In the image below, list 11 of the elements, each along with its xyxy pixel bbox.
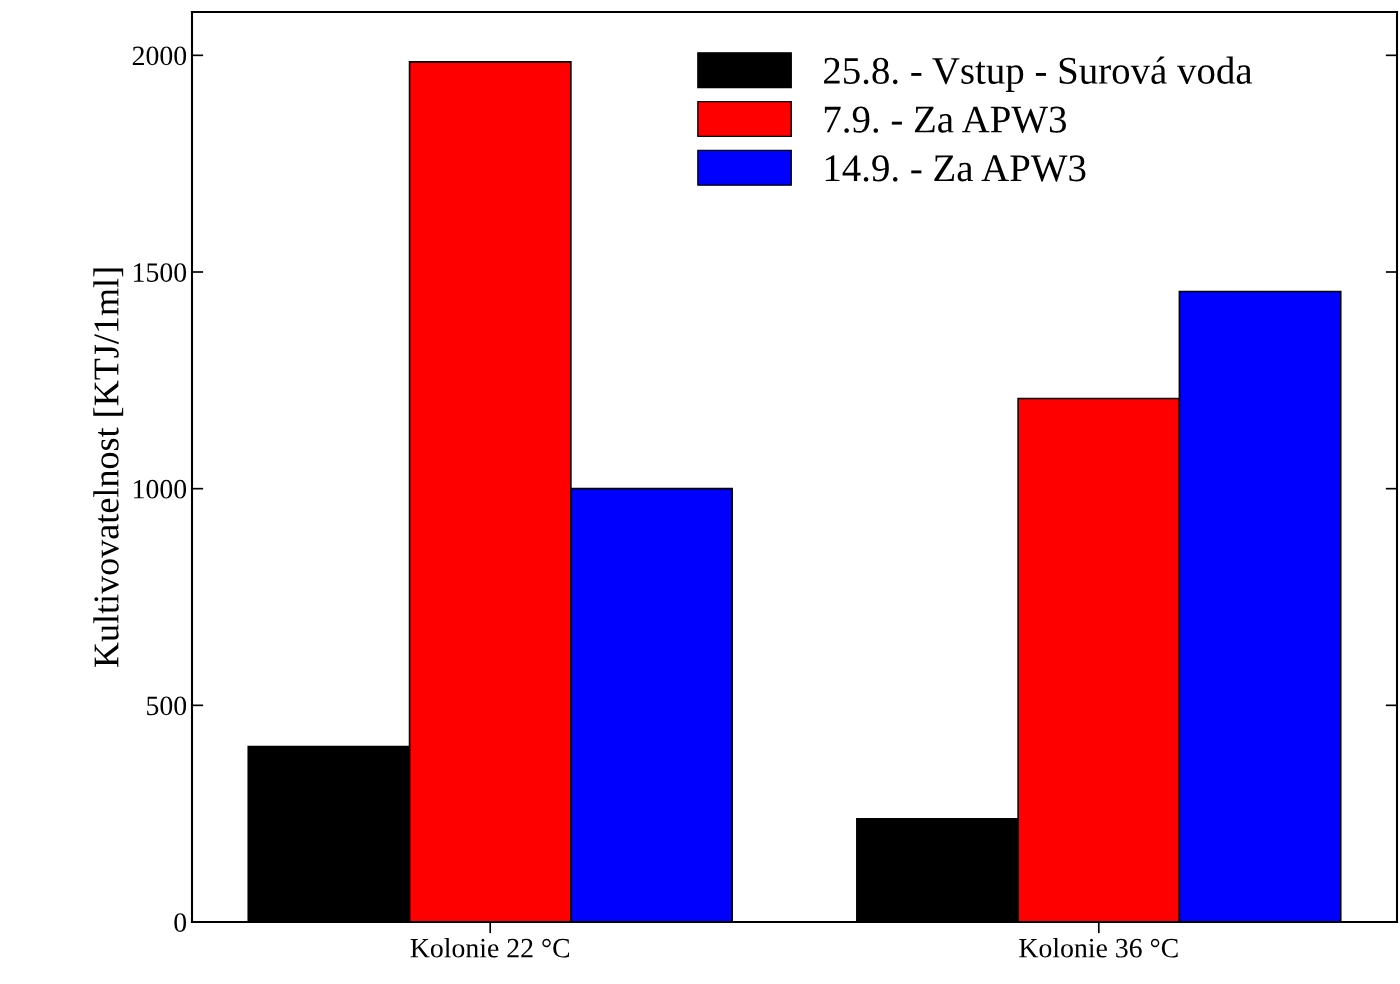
legend-label: 14.9. - Za APW3: [825, 155, 1086, 182]
y-tick-label: 1500: [134, 263, 187, 282]
y-tick-label: 1000: [134, 479, 187, 499]
legend-label: 7.9. - Za APW3: [824, 106, 1066, 133]
legend-label: 25.8. - Vstup - Surová voda: [824, 56, 1253, 92]
y-tick-label: 500: [147, 696, 187, 716]
x-tick-label: Kolonie 36 °C: [1019, 937, 1178, 958]
y-tick-label: 2000: [132, 46, 187, 66]
y-axis-title: Kultivovatelnost [KTJ/1ml]: [93, 268, 124, 668]
y-tick-label: 0: [174, 913, 187, 932]
x-tick-label: Kolonie 22 °C: [410, 937, 570, 958]
